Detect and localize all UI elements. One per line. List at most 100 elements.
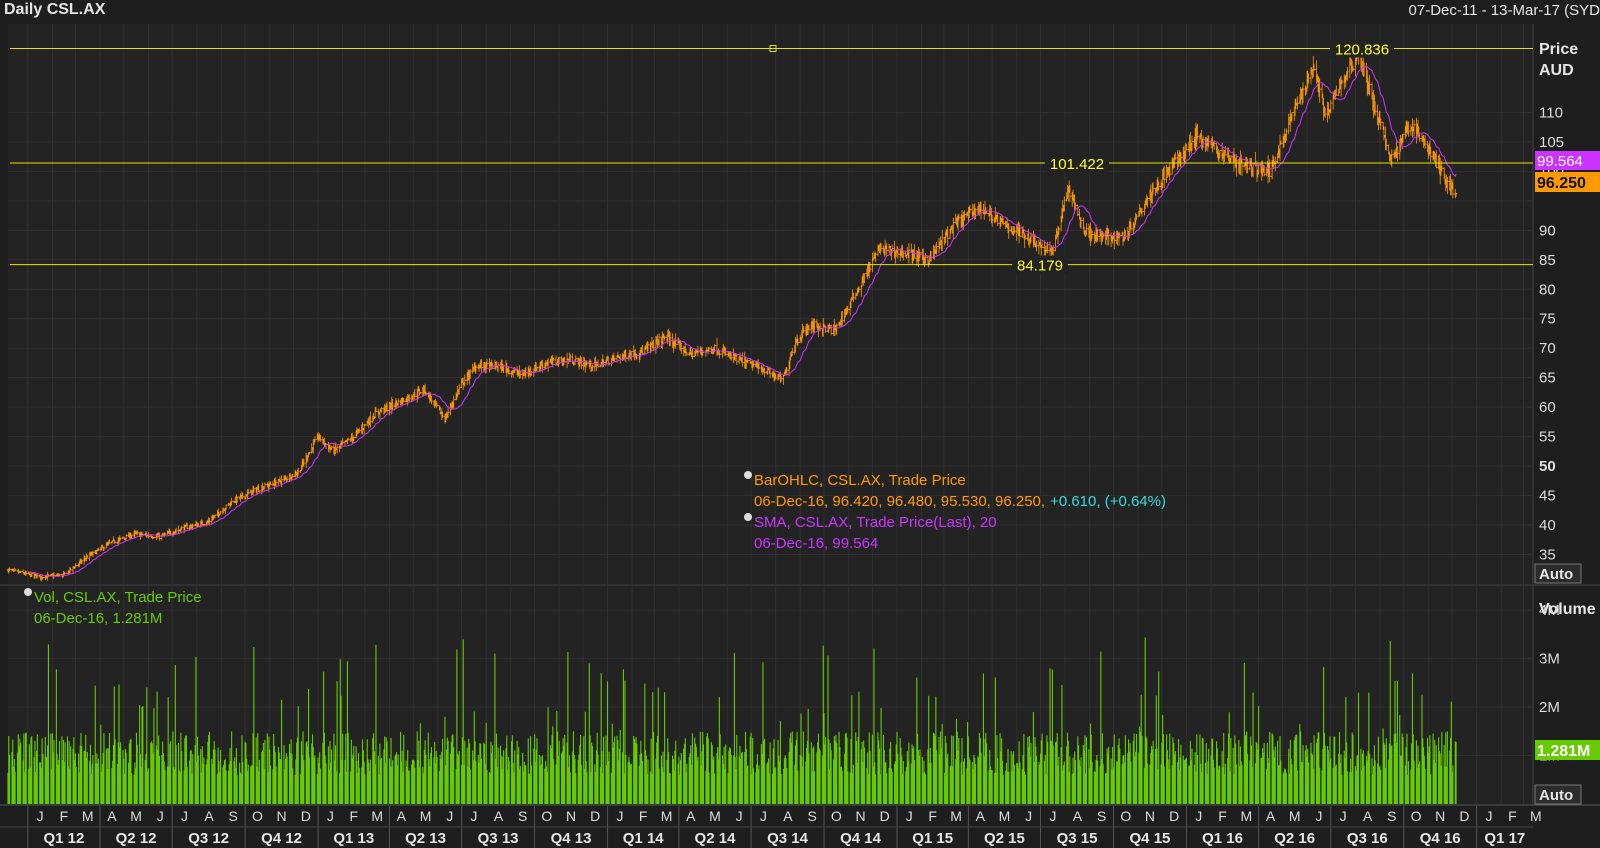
ohlc-bar (1329, 99, 1332, 114)
ohlc-bar (785, 367, 788, 374)
ohlc-bar (1074, 202, 1077, 209)
volume-auto-label: Auto (1539, 787, 1573, 804)
ohlc-bar (752, 360, 755, 368)
ohlc-bar (241, 492, 244, 500)
ohlc-bar (285, 476, 289, 482)
price-tick-label: 75 (1539, 311, 1556, 328)
ohlc-bar (1035, 240, 1038, 252)
ohlc-bar (863, 273, 866, 283)
sma-flag-text: 99.564 (1537, 153, 1583, 170)
x-quarter-label: Q3 15 (1057, 830, 1098, 847)
ohlc-bar (669, 332, 672, 347)
ohlc-bar (691, 348, 694, 360)
x-month-label: A (783, 808, 793, 824)
ohlc-legend-toggle-icon[interactable] (744, 471, 752, 479)
sma-legend-values: 06-Dec-16, 99.564 (754, 535, 878, 552)
ohlc-bar (458, 383, 461, 395)
x-month-label: J (1195, 808, 1202, 824)
ohlc-bar (13, 568, 17, 572)
horizontal-lines[interactable]: 120.836 101.422 84.179 (10, 39, 1533, 275)
ohlc-bar (1151, 182, 1155, 195)
ohlc-bar (1007, 222, 1010, 239)
ohlc-bar (380, 407, 383, 413)
sma-flag (1535, 151, 1600, 170)
ohlc-bar (1024, 235, 1027, 240)
ohlc-bar (935, 242, 938, 255)
price-tick-label: 60 (1539, 399, 1556, 416)
price-auto-button[interactable] (1534, 563, 1582, 584)
ohlc-bar (496, 361, 500, 373)
ohlc-bar (197, 522, 200, 527)
ohlc-bar (1157, 181, 1160, 191)
date-range: 07-Dec-11 - 13-Mar-17 (SYD (1408, 2, 1600, 19)
ohlc-bar (1235, 154, 1238, 177)
ohlc-bar (452, 395, 455, 409)
ohlc-bar (1401, 133, 1405, 143)
ohlc-bar (1107, 229, 1110, 246)
price-auto-label: Auto (1539, 566, 1573, 583)
x-month-label: J (157, 808, 164, 824)
ohlc-bar (996, 212, 999, 226)
ohlc-bar (718, 353, 722, 355)
volume-tick-label: 3M (1539, 651, 1560, 668)
x-quarter-label: Q1 15 (912, 830, 953, 847)
last-price-flag-text: 96.250 (1537, 175, 1586, 192)
price-tick-label: 65 (1539, 370, 1556, 387)
price-tick-label: 50 (1539, 458, 1556, 475)
x-month-label: O (1120, 808, 1131, 824)
ohlc-bar (63, 572, 67, 574)
ohlc-bar (685, 352, 688, 356)
ohlc-bar (1229, 155, 1233, 163)
ohlc-bar (1418, 132, 1421, 142)
price-tick-label: 40 (1539, 517, 1556, 534)
ohlc-bar (1174, 152, 1177, 161)
ohlc-bar (297, 468, 300, 476)
ohlc-bar (1185, 144, 1188, 151)
x-quarter-label: Q3 12 (188, 830, 229, 847)
volume-auto-button[interactable] (1534, 784, 1582, 805)
ohlc-bar (1335, 85, 1338, 96)
ohlc-bar (446, 406, 450, 418)
ohlc-bar (113, 541, 117, 544)
volume-legend-values: 06-Dec-16, 1.281M (34, 610, 162, 627)
ohlc-bar (358, 427, 361, 433)
ohlc-bar (846, 306, 849, 314)
ohlc-bar (508, 369, 511, 375)
ohlc-bar (424, 391, 428, 396)
ohlc-bar (291, 474, 294, 478)
x-month-label: J (906, 808, 913, 824)
ohlc-bar (41, 577, 45, 579)
ohlc-bar (435, 402, 439, 407)
ohlc-bar (413, 389, 416, 400)
x-month-label: M (1530, 808, 1542, 824)
ohlc-bar (680, 342, 683, 355)
x-month-label: F (349, 808, 358, 824)
ohlc-bar (1018, 224, 1022, 237)
x-month-label: M (1240, 808, 1252, 824)
x-month-label: S (518, 808, 527, 824)
price-tick-label: 55 (1539, 429, 1556, 446)
ohlc-bar (1296, 96, 1299, 110)
ohlc-bar (1290, 112, 1294, 123)
volume-legend-toggle-icon[interactable] (24, 588, 32, 596)
line-handle-icon[interactable] (769, 45, 777, 53)
ohlc-bar (818, 322, 822, 332)
ohlc-bar (857, 286, 861, 293)
price-tick-label: 80 (1539, 281, 1556, 298)
volume-flag (1535, 740, 1600, 760)
x-month-label: D (301, 808, 311, 824)
ohlc-bar (485, 358, 489, 368)
ohlc-bar (974, 208, 977, 220)
ohlc-bar (591, 364, 594, 372)
ohlc-bar (363, 424, 367, 427)
horizontal-line-label: 120.836 (1335, 42, 1389, 59)
ohlc-bar (552, 357, 555, 361)
ohlc-bar (419, 391, 422, 394)
x-quarter-label: Q2 16 (1274, 830, 1315, 847)
ohlc-bar (1312, 64, 1316, 71)
x-month-label: A (397, 808, 407, 824)
sma-legend-toggle-icon[interactable] (744, 513, 752, 521)
x-month-label: M (130, 808, 142, 824)
